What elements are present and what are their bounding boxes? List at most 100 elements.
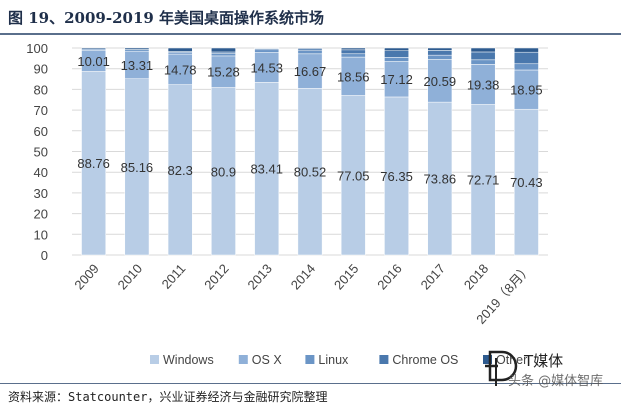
data-label-windows: 77.05 <box>337 168 370 183</box>
x-tick-label: 2012 <box>201 261 231 293</box>
stacked-bar-chart: 0 10 20 30 40 50 60 70 80 90 100 88.76 10.01 2009 85.1… <box>26 41 548 367</box>
bar-segment-linux <box>470 59 496 65</box>
bar-segment-other <box>513 47 539 53</box>
data-label-osx: 13.31 <box>121 58 154 73</box>
bar-segment-other <box>340 47 366 51</box>
bar-segment-linux <box>297 50 323 55</box>
source-note: 资料来源：Statcounter，兴业证券经济与金融研究院整理 <box>8 390 328 404</box>
bar-segment-chrome-os <box>384 50 409 58</box>
bar-segment-windows <box>254 82 280 256</box>
y-tick-label: 40 <box>34 165 48 180</box>
data-label-osx: 10.01 <box>77 54 110 69</box>
x-tick-label: 2018 <box>461 261 491 293</box>
data-label-osx: 14.53 <box>250 60 283 75</box>
bar-segment-other <box>167 47 193 52</box>
bar-segment-os-x <box>470 64 496 105</box>
legend-swatch-chrome-os <box>379 355 389 364</box>
footer-rule <box>0 383 621 384</box>
bar-segment-os-x <box>384 61 409 98</box>
data-label-windows: 82.3 <box>168 163 193 178</box>
bar-segment-windows <box>340 95 366 256</box>
data-label-osx: 16.67 <box>294 64 327 79</box>
bar-segment-windows <box>211 87 236 256</box>
y-tick-label: 0 <box>41 248 48 263</box>
bar-segment-os-x <box>340 56 366 96</box>
bar-segment-linux <box>513 63 539 71</box>
legend-swatch-os-x <box>238 355 248 364</box>
x-tick-label: 2010 <box>115 261 145 293</box>
data-label-osx: 18.95 <box>510 83 543 98</box>
data-label-windows: 88.76 <box>77 156 110 171</box>
data-label-osx: 14.78 <box>164 62 197 77</box>
legend-label: Chrome OS <box>392 353 458 367</box>
bar-segment-linux <box>211 53 236 57</box>
legend-swatch-other <box>483 355 492 364</box>
bar-segment-other <box>81 47 107 50</box>
bar-segment-other <box>124 47 150 50</box>
bar-segment-os-x <box>297 53 323 89</box>
bar-segment-windows <box>167 84 193 256</box>
bar-segment-chrome-os <box>297 48 323 51</box>
bar-segment-other <box>297 47 323 50</box>
bar-segment-other <box>384 47 409 52</box>
bar-segment-os-x <box>513 69 539 110</box>
media-logo-icon <box>485 350 518 386</box>
bar-segment-other <box>254 47 280 49</box>
bar-segment-windows <box>470 104 496 256</box>
bar-segment-chrome-os <box>340 49 366 55</box>
data-label-osx: 17.12 <box>380 72 413 87</box>
data-label-windows: 73.86 <box>424 172 457 187</box>
data-label-osx: 20.59 <box>424 74 457 89</box>
y-tick-label: 70 <box>34 103 48 118</box>
y-tick-label: 60 <box>34 124 48 139</box>
y-tick-label: 10 <box>34 227 48 242</box>
bar-segment-chrome-os <box>427 50 453 56</box>
x-tick-label: 2013 <box>244 261 274 293</box>
data-label-windows: 80.52 <box>294 165 327 180</box>
bar-segment-linux <box>340 53 366 58</box>
y-tick-label: 90 <box>34 62 48 77</box>
x-tick-label: 2017 <box>418 261 448 293</box>
watermark: T媒体 头条 @媒体智库 <box>484 348 616 389</box>
bar-segment-other <box>427 47 453 51</box>
watermark-account: 头条 @媒体智库 <box>508 374 604 389</box>
x-tick-label: 2014 <box>288 261 318 293</box>
bar-segment-linux <box>427 54 453 60</box>
x-tick-label: 2015 <box>331 261 361 293</box>
bar-segment-linux <box>384 57 409 62</box>
bar-segment-os-x <box>167 53 193 85</box>
bar-segment-other <box>470 47 496 53</box>
watermark-brand: T媒体 <box>524 352 564 370</box>
bar-segment-windows <box>297 88 323 256</box>
data-label-windows: 80.9 <box>211 164 236 179</box>
title-bar: 图 19、2009-2019 年美国桌面操作系统市场 <box>0 0 621 35</box>
data-label-osx: 18.56 <box>337 69 370 84</box>
data-label-windows: 72.71 <box>467 173 500 188</box>
data-label-osx: 15.28 <box>207 65 240 80</box>
bar-segment-linux <box>167 51 193 55</box>
x-tick-label: 2009 <box>71 261 101 293</box>
x-tick-label: 2011 <box>159 261 189 292</box>
data-label-windows: 85.16 <box>121 160 154 175</box>
data-label-windows: 83.41 <box>250 162 283 177</box>
bar-segment-windows <box>124 78 150 256</box>
legend-label: Other <box>496 353 527 367</box>
legend-label: Linux <box>318 353 349 367</box>
bar-segment-chrome-os <box>470 51 496 61</box>
data-label-windows: 76.35 <box>380 169 413 184</box>
legend-swatch-linux <box>305 355 315 364</box>
legend-label: Windows <box>163 353 214 367</box>
y-tick-label: 30 <box>34 186 48 201</box>
y-tick-label: 100 <box>26 41 48 56</box>
bar-segment-os-x <box>211 55 236 88</box>
bar-segment-windows <box>513 108 539 256</box>
bar-segment-windows <box>427 101 453 256</box>
legend-label: OS X <box>252 353 283 367</box>
bar-segment-other <box>211 47 236 53</box>
bar-segment-linux <box>254 49 280 53</box>
legend-swatch-windows <box>150 355 159 364</box>
chart-title: 图 19、2009-2019 年美国桌面操作系统市场 <box>8 9 325 27</box>
bar-segment-os-x <box>254 52 280 83</box>
data-label-osx: 19.38 <box>467 77 500 92</box>
bar-segment-windows <box>81 71 107 256</box>
